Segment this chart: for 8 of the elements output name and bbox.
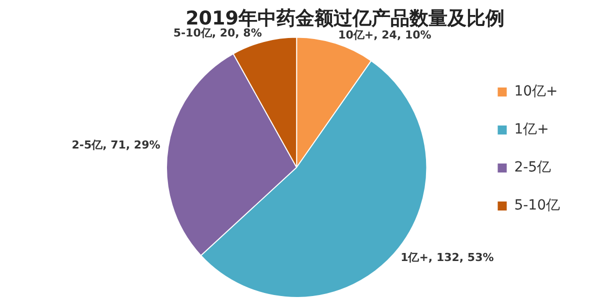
legend-label: 1亿+	[514, 122, 549, 138]
legend-label: 5-10亿	[514, 198, 560, 214]
data-label: 1亿+, 132, 53%	[400, 251, 494, 264]
legend-label: 10亿+	[514, 84, 558, 100]
data-label: 2-5亿, 71, 29%	[72, 138, 160, 152]
data-label: 5-10亿, 20, 8%	[173, 26, 262, 40]
data-label: 10亿+, 24, 10%	[338, 28, 432, 42]
legend-label: 2-5亿	[514, 160, 552, 176]
